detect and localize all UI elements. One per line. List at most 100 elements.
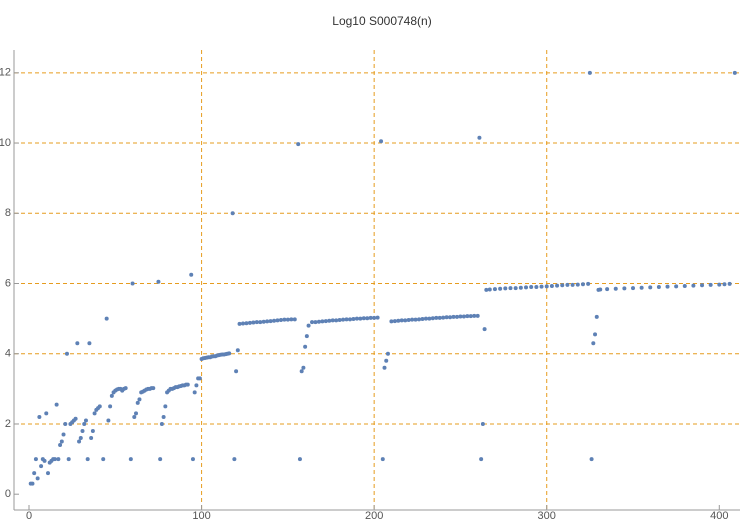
point: [194, 383, 199, 388]
point: [444, 315, 449, 320]
point: [39, 464, 44, 469]
point: [379, 139, 384, 144]
point: [555, 283, 560, 288]
y-tick-label: 10: [0, 137, 11, 149]
point: [480, 421, 485, 426]
y-tick-label: 4: [5, 348, 11, 360]
point: [430, 316, 435, 321]
point: [32, 471, 37, 476]
point: [539, 284, 544, 289]
point: [240, 321, 245, 326]
point: [570, 282, 575, 287]
x-tick-label: 100: [192, 510, 210, 521]
point: [237, 321, 242, 326]
point: [128, 457, 133, 462]
point: [375, 315, 380, 320]
point: [104, 316, 109, 321]
point: [580, 282, 585, 287]
point: [475, 313, 480, 318]
point: [727, 281, 732, 286]
point: [631, 286, 636, 291]
point: [254, 320, 259, 325]
point: [130, 281, 135, 286]
point: [575, 282, 580, 287]
point: [247, 320, 252, 325]
point: [399, 318, 404, 323]
point: [106, 418, 111, 423]
point: [282, 317, 287, 322]
point: [156, 279, 161, 284]
x-tick-label: 400: [710, 510, 728, 521]
point: [30, 481, 35, 486]
point: [89, 436, 94, 441]
point: [605, 287, 610, 292]
point: [682, 283, 687, 288]
point: [565, 282, 570, 287]
point: [593, 332, 598, 337]
y-tick-label: 6: [5, 277, 11, 289]
point: [479, 457, 484, 462]
point: [508, 286, 513, 291]
point: [123, 386, 128, 391]
point: [35, 476, 40, 481]
point: [44, 411, 49, 416]
point: [406, 318, 411, 323]
point: [101, 457, 106, 462]
point: [334, 318, 339, 323]
point: [385, 351, 390, 356]
point: [427, 316, 432, 321]
point: [503, 286, 508, 291]
point: [56, 457, 61, 462]
point: [354, 316, 359, 321]
point: [487, 287, 492, 292]
point: [292, 317, 297, 322]
point: [87, 341, 92, 346]
point: [344, 317, 349, 322]
point: [448, 315, 453, 320]
point: [61, 432, 66, 437]
point: [351, 316, 356, 321]
point: [163, 404, 168, 409]
point: [303, 344, 308, 349]
point: [380, 457, 385, 462]
point: [361, 316, 366, 321]
point: [417, 317, 422, 322]
point: [197, 376, 202, 381]
point: [278, 318, 283, 323]
point: [384, 358, 389, 363]
point: [708, 282, 713, 287]
point: [586, 281, 591, 286]
x-tick-label: 0: [26, 510, 32, 521]
point: [341, 317, 346, 322]
point: [265, 319, 270, 324]
point: [85, 457, 90, 462]
point: [613, 286, 618, 291]
point: [268, 319, 273, 324]
point: [58, 443, 63, 448]
point: [33, 457, 38, 462]
point: [285, 317, 290, 322]
point: [158, 457, 163, 462]
point: [622, 286, 627, 291]
point: [437, 315, 442, 320]
point: [330, 318, 335, 323]
point: [66, 457, 71, 462]
point: [665, 284, 670, 289]
point: [389, 319, 394, 324]
point: [235, 348, 240, 353]
point: [639, 285, 644, 290]
point: [323, 319, 328, 324]
point: [403, 318, 408, 323]
point: [92, 411, 97, 416]
point: [161, 414, 166, 419]
point: [272, 318, 277, 323]
y-tick-label: 12: [0, 67, 11, 79]
point: [372, 315, 377, 320]
point: [192, 390, 197, 395]
point: [304, 334, 309, 339]
point: [549, 283, 554, 288]
point: [451, 314, 456, 319]
point: [368, 315, 373, 320]
point: [80, 428, 85, 433]
